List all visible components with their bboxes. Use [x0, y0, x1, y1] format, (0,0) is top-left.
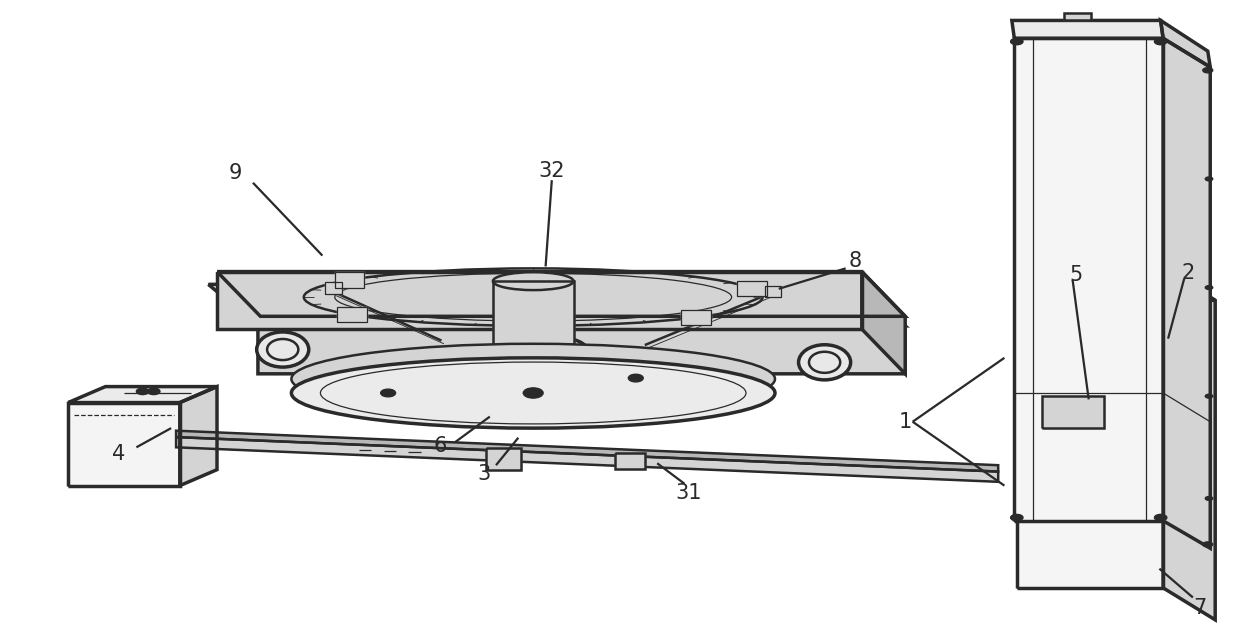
Text: 7: 7	[1194, 598, 1207, 619]
Circle shape	[1203, 542, 1213, 547]
Circle shape	[1205, 286, 1213, 289]
Polygon shape	[1163, 268, 1215, 620]
Polygon shape	[486, 448, 521, 470]
Text: 3: 3	[477, 464, 490, 484]
Polygon shape	[335, 272, 365, 288]
Text: 4: 4	[113, 443, 125, 464]
Text: 5: 5	[1070, 265, 1083, 285]
Text: 32: 32	[538, 161, 565, 181]
Circle shape	[1205, 177, 1213, 181]
Circle shape	[523, 388, 543, 398]
Ellipse shape	[799, 345, 851, 380]
Polygon shape	[1017, 268, 1215, 300]
Polygon shape	[1012, 20, 1163, 38]
Ellipse shape	[494, 346, 573, 364]
Polygon shape	[325, 282, 342, 294]
Polygon shape	[217, 272, 905, 316]
Circle shape	[1011, 38, 1023, 45]
Polygon shape	[176, 431, 998, 472]
Circle shape	[148, 389, 160, 395]
Ellipse shape	[494, 272, 573, 290]
Circle shape	[1205, 497, 1213, 500]
Circle shape	[629, 374, 644, 382]
Polygon shape	[492, 281, 573, 355]
Polygon shape	[68, 387, 217, 403]
Circle shape	[1154, 514, 1167, 521]
Polygon shape	[208, 284, 905, 326]
Polygon shape	[180, 387, 217, 486]
Circle shape	[381, 389, 396, 397]
Circle shape	[1154, 38, 1167, 45]
Polygon shape	[337, 307, 367, 323]
Polygon shape	[1042, 396, 1104, 428]
Text: 31: 31	[675, 483, 702, 504]
Polygon shape	[765, 286, 781, 297]
Circle shape	[1203, 68, 1213, 73]
Polygon shape	[1064, 13, 1091, 20]
Circle shape	[1205, 394, 1213, 398]
Polygon shape	[1014, 38, 1163, 521]
Polygon shape	[217, 272, 862, 329]
Circle shape	[136, 389, 149, 395]
Polygon shape	[681, 310, 711, 325]
Polygon shape	[1161, 20, 1210, 67]
Ellipse shape	[237, 293, 284, 323]
Ellipse shape	[291, 358, 775, 428]
Polygon shape	[862, 272, 905, 374]
Polygon shape	[1163, 38, 1210, 548]
Text: 8: 8	[849, 250, 862, 271]
Polygon shape	[176, 437, 998, 482]
Ellipse shape	[291, 344, 775, 414]
Ellipse shape	[257, 332, 309, 367]
Polygon shape	[1017, 268, 1163, 588]
Polygon shape	[258, 284, 905, 374]
Ellipse shape	[538, 339, 590, 373]
Polygon shape	[68, 403, 180, 486]
Text: 9: 9	[229, 162, 242, 183]
Text: 6: 6	[434, 436, 446, 456]
Text: 1: 1	[899, 412, 911, 432]
Polygon shape	[738, 281, 768, 296]
Text: 2: 2	[1182, 263, 1194, 284]
Polygon shape	[615, 453, 645, 469]
Circle shape	[1011, 514, 1023, 521]
